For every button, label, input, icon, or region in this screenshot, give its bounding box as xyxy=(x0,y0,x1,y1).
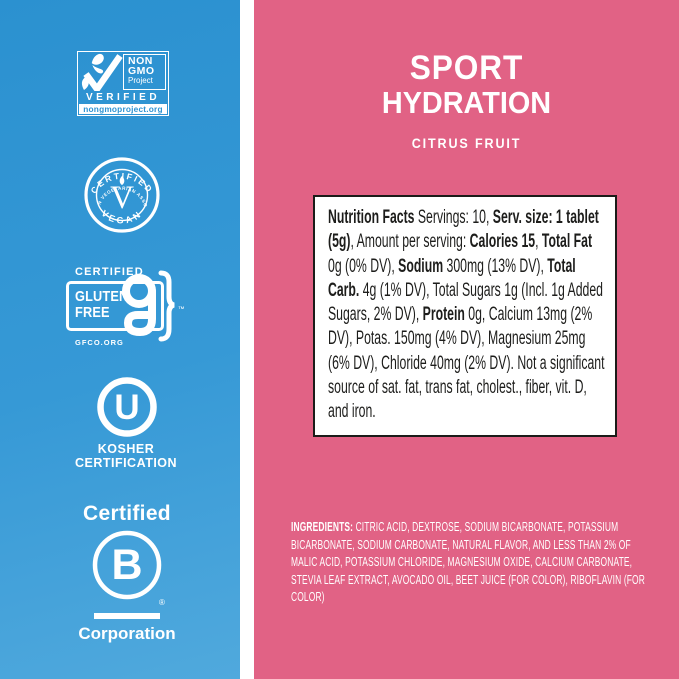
panel-divider xyxy=(240,0,254,679)
certified-b-corporation-badge: Certified B ® Corporation xyxy=(57,502,197,644)
gluten-free-box: GLUTEN FREE xyxy=(66,270,175,342)
certified-vegan-badge: CERTIFIED VEGAN AMERICAN VEGETARIAN ASSO… xyxy=(83,156,160,233)
bcorp-underline xyxy=(94,613,160,619)
gluten-free-certified-label: CERTIFIED xyxy=(75,266,144,278)
bcorp-certified-label: Certified xyxy=(83,502,171,525)
non-gmo-url: nongmoproject.org xyxy=(79,104,167,114)
nutrition-facts-box: Nutrition Facts Servings: 10, Serv. size… xyxy=(313,195,617,437)
non-gmo-text-non: NON xyxy=(128,55,153,67)
bcorp-b-icon: B xyxy=(92,530,162,600)
gfco-org-label: GFCO.ORG xyxy=(75,338,124,347)
kosher-certification-label: KOSHER CERTIFICATION xyxy=(46,442,206,470)
kosher-u-letter: U xyxy=(114,388,139,427)
butterfly-checkmark-icon xyxy=(81,53,123,91)
kosher-ou-badge: U xyxy=(97,377,157,437)
product-title-line1: SPORT xyxy=(409,49,524,87)
kosher-line1: KOSHER xyxy=(97,442,155,456)
bcorp-b-letter: B xyxy=(111,541,142,589)
product-title-line2: HYDRATION xyxy=(381,85,552,120)
nutrition-facts-text: Nutrition Facts Servings: 10, Serv. size… xyxy=(328,207,605,423)
gfco-g-icon xyxy=(122,270,175,342)
left-blue-panel: NON GMO Project VERIFIED nongmoproject.o… xyxy=(0,0,240,679)
flavor-label: CITRUS FRUIT xyxy=(411,136,522,151)
vegan-leaf-icon xyxy=(119,176,125,185)
kosher-line2: CERTIFICATION xyxy=(74,456,178,470)
right-pink-panel: SPORT HYDRATION CITRUS FRUIT Nutrition F… xyxy=(254,0,679,679)
bcorp-registered-mark: ® xyxy=(159,598,165,607)
bcorp-corporation-label: Corporation xyxy=(78,624,176,643)
non-gmo-verified-badge: NON GMO Project VERIFIED nongmoproject.o… xyxy=(77,51,169,116)
non-gmo-text-gmo: GMO xyxy=(128,65,155,77)
ingredients-text: INGREDIENTS: CITRIC ACID, DEXTROSE, SODI… xyxy=(291,520,645,605)
certified-gluten-free-badge: CERTIFIED GLUTEN FREE ™ GFCO.ORG xyxy=(66,266,185,347)
non-gmo-text-project: Project xyxy=(128,76,153,85)
gluten-free-word1: GLUTEN xyxy=(75,288,129,305)
non-gmo-wordmark: NON GMO Project xyxy=(123,54,166,90)
product-title-block: SPORT HYDRATION CITRUS FRUIT xyxy=(269,50,664,151)
gluten-free-tm: ™ xyxy=(178,306,185,313)
non-gmo-verified-label: VERIFIED xyxy=(85,92,161,103)
gluten-free-word2: FREE xyxy=(75,304,110,321)
vegan-v-letter: V xyxy=(110,180,134,216)
